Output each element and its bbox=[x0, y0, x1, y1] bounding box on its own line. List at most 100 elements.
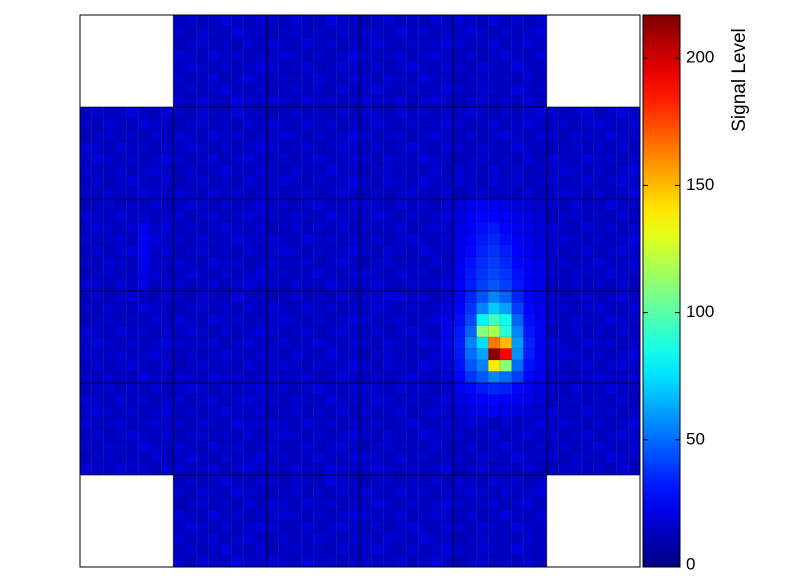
heatmap-cell bbox=[453, 187, 466, 200]
heatmap-cell bbox=[511, 336, 524, 349]
heatmap-cell bbox=[476, 60, 489, 73]
heatmap-cell bbox=[301, 60, 314, 73]
heatmap-cell bbox=[441, 26, 454, 39]
heatmap-cell bbox=[464, 543, 477, 556]
heatmap-cell bbox=[301, 49, 314, 62]
heatmap-cell bbox=[453, 348, 466, 361]
heatmap-cell bbox=[103, 428, 116, 441]
heatmap-cell bbox=[278, 187, 291, 200]
heatmap-cell bbox=[161, 313, 174, 326]
heatmap-cell bbox=[593, 256, 606, 269]
heatmap-cell bbox=[581, 198, 594, 211]
heatmap-cell bbox=[453, 210, 466, 223]
heatmap-cell bbox=[336, 14, 349, 27]
heatmap-cell bbox=[138, 440, 151, 453]
heatmap-cell bbox=[488, 497, 501, 510]
heatmap-cell bbox=[138, 164, 151, 177]
heatmap-cell bbox=[79, 233, 92, 246]
heatmap-cell bbox=[231, 49, 244, 62]
heatmap-cell bbox=[208, 394, 221, 407]
heatmap-cell bbox=[254, 313, 267, 326]
heatmap-cell bbox=[453, 279, 466, 292]
heatmap-cell bbox=[558, 371, 571, 384]
heatmap-cell bbox=[208, 279, 221, 292]
heatmap-cell bbox=[499, 532, 512, 545]
heatmap-cell bbox=[546, 302, 559, 315]
heatmap-cell bbox=[499, 336, 512, 349]
heatmap-cell bbox=[208, 348, 221, 361]
heatmap-cell bbox=[418, 256, 431, 269]
heatmap-cell bbox=[429, 543, 442, 556]
heatmap-cell bbox=[558, 428, 571, 441]
heatmap-cell bbox=[441, 348, 454, 361]
heatmap-cell bbox=[219, 290, 232, 303]
heatmap-cell bbox=[394, 60, 407, 73]
heatmap-cell bbox=[453, 221, 466, 234]
heatmap-cell bbox=[208, 359, 221, 372]
heatmap-cell bbox=[324, 325, 337, 338]
heatmap-cell bbox=[231, 428, 244, 441]
heatmap-cell bbox=[243, 405, 256, 418]
heatmap-cell bbox=[254, 394, 267, 407]
heatmap-cell bbox=[359, 394, 372, 407]
heatmap-cell bbox=[406, 244, 419, 257]
heatmap-cell bbox=[149, 382, 162, 395]
heatmap-cell bbox=[581, 256, 594, 269]
colorbar-tick-label: 50 bbox=[686, 429, 705, 448]
heatmap-cell bbox=[173, 279, 186, 292]
heatmap-cell bbox=[173, 336, 186, 349]
heatmap-cell bbox=[383, 428, 396, 441]
heatmap-cell bbox=[558, 336, 571, 349]
heatmap-cell bbox=[348, 463, 361, 476]
heatmap-cell bbox=[383, 405, 396, 418]
heatmap-cell bbox=[546, 359, 559, 372]
heatmap-cell bbox=[488, 279, 501, 292]
heatmap-cell bbox=[558, 440, 571, 453]
heatmap-cell bbox=[371, 325, 384, 338]
heatmap-cell bbox=[534, 451, 547, 464]
heatmap-cell bbox=[289, 497, 302, 510]
heatmap-cell bbox=[523, 417, 536, 430]
heatmap-cell bbox=[266, 152, 279, 165]
heatmap-cell bbox=[266, 118, 279, 131]
heatmap-cell bbox=[511, 233, 524, 246]
heatmap-cell bbox=[534, 371, 547, 384]
heatmap-cell bbox=[313, 267, 326, 280]
heatmap-cell bbox=[91, 129, 104, 142]
heatmap-cell bbox=[616, 221, 629, 234]
heatmap-cell bbox=[289, 233, 302, 246]
heatmap-cell bbox=[289, 106, 302, 119]
heatmap-cell bbox=[406, 463, 419, 476]
heatmap-cell bbox=[511, 279, 524, 292]
heatmap-cell bbox=[616, 152, 629, 165]
heatmap-cell bbox=[429, 164, 442, 177]
heatmap-cell bbox=[628, 198, 641, 211]
heatmap-cell bbox=[114, 290, 127, 303]
heatmap-cell bbox=[336, 244, 349, 257]
heatmap-cell bbox=[184, 371, 197, 384]
colorbar-tick-label: 200 bbox=[686, 48, 714, 67]
heatmap-cell bbox=[453, 290, 466, 303]
heatmap-cell bbox=[173, 106, 186, 119]
heatmap-cell bbox=[476, 256, 489, 269]
heatmap-cell bbox=[406, 359, 419, 372]
heatmap-cell bbox=[161, 302, 174, 315]
heatmap-cell bbox=[499, 210, 512, 223]
heatmap-cell bbox=[464, 555, 477, 568]
heatmap-cell bbox=[418, 267, 431, 280]
heatmap-cell bbox=[348, 164, 361, 177]
heatmap-cell bbox=[406, 221, 419, 234]
heatmap-cell bbox=[254, 49, 267, 62]
heatmap-cell bbox=[604, 267, 617, 280]
heatmap-cell bbox=[278, 164, 291, 177]
heatmap-cell bbox=[161, 451, 174, 464]
heatmap-cell bbox=[324, 520, 337, 533]
heatmap-cell bbox=[278, 348, 291, 361]
heatmap-cell bbox=[488, 49, 501, 62]
heatmap-cell bbox=[359, 474, 372, 487]
heatmap-cell bbox=[219, 175, 232, 188]
heatmap-cell bbox=[429, 152, 442, 165]
heatmap-cell bbox=[289, 290, 302, 303]
heatmap-cell bbox=[429, 474, 442, 487]
heatmap-cell bbox=[441, 313, 454, 326]
